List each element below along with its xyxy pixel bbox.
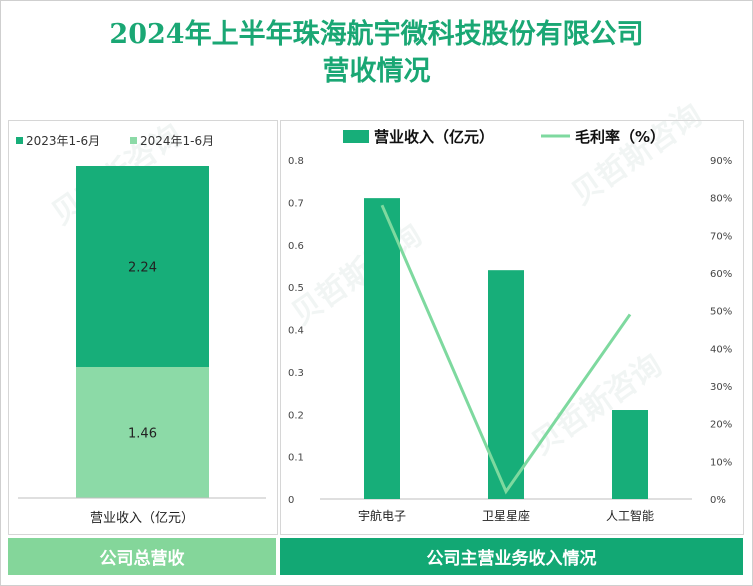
legend-swatch-2023 xyxy=(16,137,23,144)
right-panel xyxy=(280,120,744,535)
legend-label-margin: 毛利率（%） xyxy=(575,128,665,146)
y-right-tick-label: 20% xyxy=(710,420,732,431)
y-left-tick-label: 0.6 xyxy=(288,241,304,252)
y-right-tick-label: 60% xyxy=(710,269,732,280)
legend-swatch-2024 xyxy=(130,137,137,144)
y-right-tick-label: 70% xyxy=(710,231,732,242)
x-tick-label: 人工智能 xyxy=(606,508,654,523)
legend-label-revenue: 营业收入（亿元） xyxy=(374,128,494,146)
bar-3 xyxy=(612,410,648,499)
x-tick-label: 卫星星座 xyxy=(482,508,530,523)
y-right-tick-label: 50% xyxy=(710,307,732,318)
y-right-tick-label: 10% xyxy=(710,457,732,468)
left-panel xyxy=(8,120,278,535)
margin-line xyxy=(380,204,632,495)
y-right-tick-label: 0% xyxy=(710,495,726,506)
x-tick-label: 宇航电子 xyxy=(358,508,406,523)
right-chart: 营业收入（亿元） 毛利率（%） 0 0.1 0.2 0.3 0.4 0.5 0.6 0.7 0.8 0… xyxy=(288,128,732,523)
footer-left-label: 公司总营收 xyxy=(99,549,185,569)
y-right-tick-label: 90% xyxy=(710,156,732,167)
bar-1 xyxy=(364,198,400,499)
y-left-tick-label: 0.1 xyxy=(288,453,304,464)
legend-label-2024: 2024年1-6月 xyxy=(140,134,214,148)
bar-2024 xyxy=(76,366,209,498)
legend-swatch-revenue xyxy=(343,130,369,143)
y-right-tick-label: 40% xyxy=(710,344,732,355)
footer-left: 公司总营收 xyxy=(8,538,276,575)
footer-right: 公司主营业务收入情况 xyxy=(280,538,743,575)
y-left-tick-label: 0.2 xyxy=(288,410,304,421)
chart-title-line1: 2024年上半年珠海航宇微科技股份有限公司 xyxy=(109,19,644,50)
bar-2023 xyxy=(76,166,209,367)
legend-label-2023: 2023年1-6月 xyxy=(26,134,100,148)
x-tick-label: 营业收入（亿元） xyxy=(90,511,194,526)
chart-title-line2: 营收情况 xyxy=(322,56,431,87)
y-left-tick-label: 0 xyxy=(288,495,294,506)
y-right-tick-label: 30% xyxy=(710,382,732,393)
left-chart: 2023年1-6月 2024年1-6月 2.24 1.46 营业收入（亿元） xyxy=(16,134,266,526)
data-label-2024: 1.46 xyxy=(128,426,157,441)
y-left-tick-label: 0.5 xyxy=(288,283,304,294)
footer-right-label: 公司主营业务收入情况 xyxy=(426,549,597,569)
y-left-tick-label: 0.8 xyxy=(288,156,304,167)
chart-title: 2024年上半年珠海航宇微科技股份有限公司 营收情况 xyxy=(0,16,753,90)
y-right-tick-label: 80% xyxy=(710,194,732,205)
data-label-2023: 2.24 xyxy=(128,260,157,275)
y-left-tick-label: 0.7 xyxy=(288,198,304,209)
y-left-tick-label: 0.4 xyxy=(288,326,304,337)
y-left-tick-label: 0.3 xyxy=(288,368,304,379)
